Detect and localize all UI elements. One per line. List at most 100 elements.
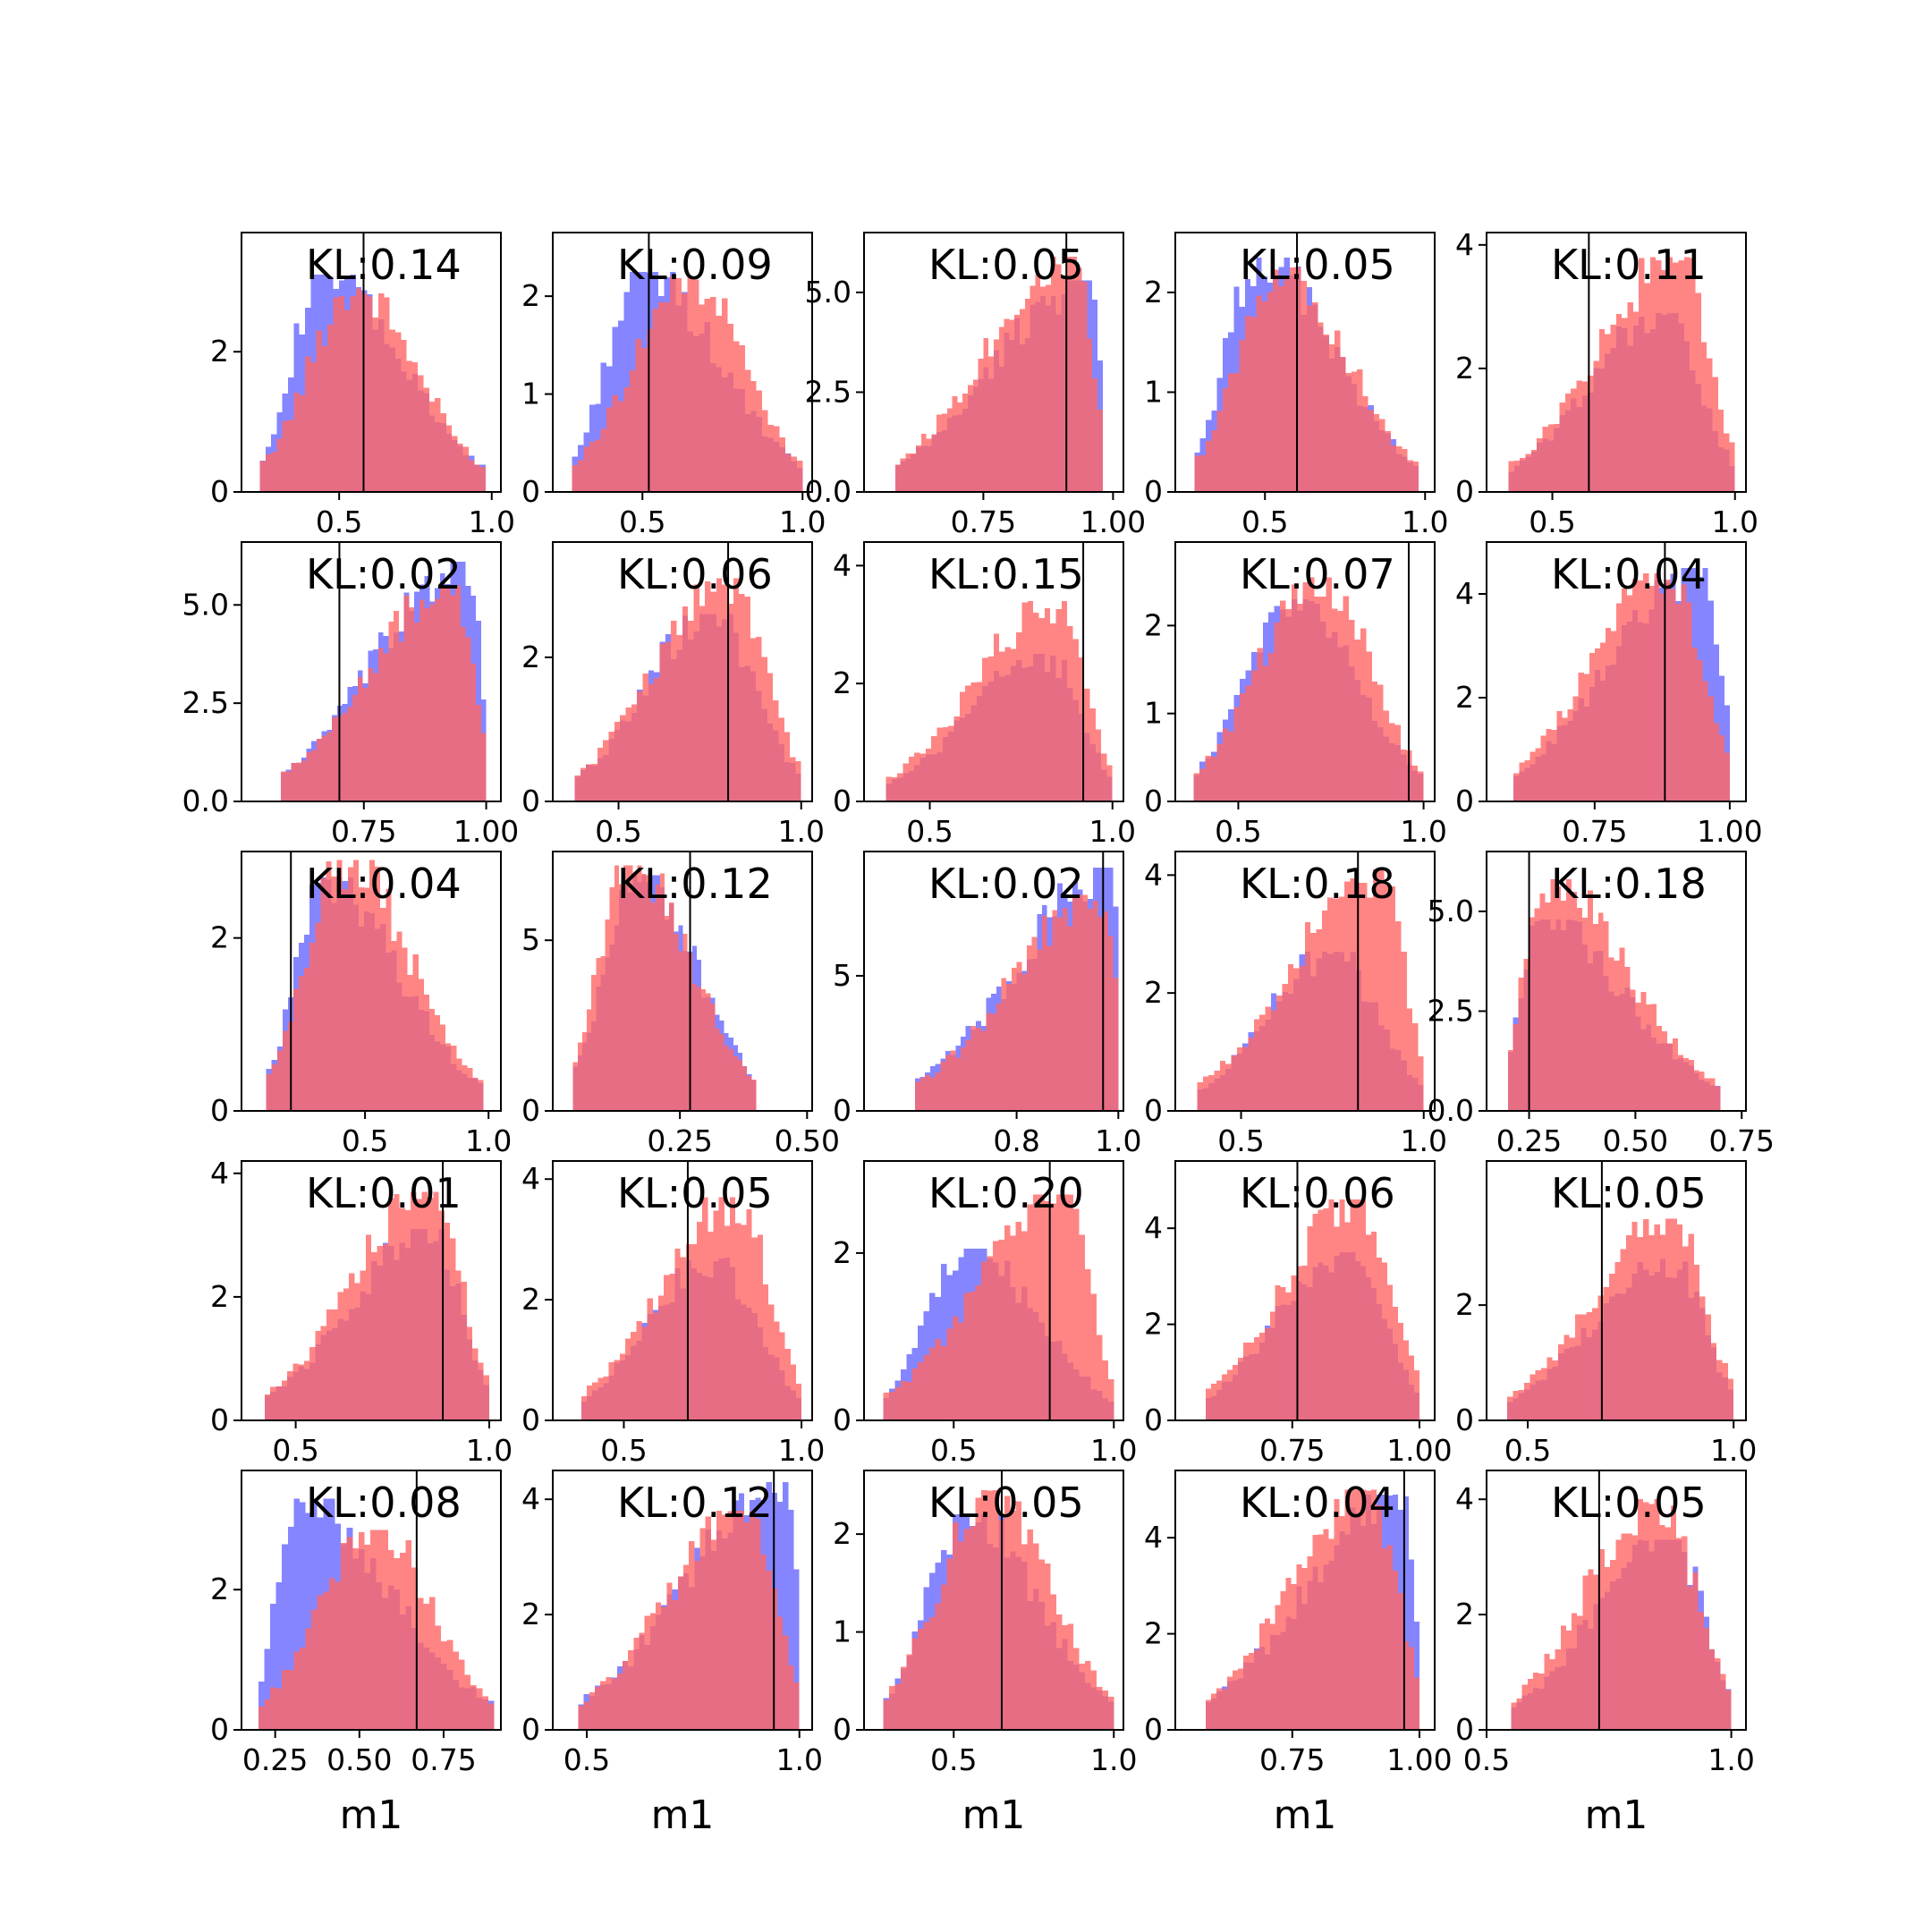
histogram-bar-red — [315, 922, 321, 1111]
histogram-bar-red — [796, 461, 803, 492]
y-tick-label: 0 — [210, 1402, 229, 1437]
histogram-bar-red — [888, 1392, 895, 1420]
histogram-bar-red — [743, 1521, 750, 1730]
histogram-bar-red — [1665, 580, 1671, 801]
histogram-bar-red — [1355, 1489, 1361, 1730]
histogram-bar-red — [1520, 458, 1526, 492]
histogram-bar-red — [287, 1669, 294, 1730]
histogram-bar-red — [450, 1238, 456, 1420]
histogram-panel: 0 2 4 0.5 1.0 KL:0.05 — [521, 1160, 825, 1468]
histogram-bar-red — [1291, 1275, 1297, 1420]
histogram-bar-red — [1293, 968, 1300, 1111]
histogram-bar-red — [310, 361, 317, 492]
histogram-bar-red — [1227, 1676, 1233, 1730]
histogram-bar-red — [925, 748, 932, 801]
histogram-bar-red — [401, 339, 407, 492]
histogram-bar-red — [1287, 964, 1294, 1111]
histogram-bar-red — [1518, 1389, 1525, 1420]
histogram-bar-red — [883, 1699, 889, 1730]
histogram-bar-red — [1202, 1076, 1209, 1111]
histogram-bars — [259, 275, 486, 492]
histogram-bar-red — [1587, 890, 1593, 1111]
histogram-bar-red — [311, 1609, 318, 1730]
histogram-bar-red — [1067, 626, 1073, 801]
histogram-bar-red — [1572, 891, 1578, 1111]
histogram-bar-red — [1709, 1078, 1716, 1111]
kl-annotation: KL:0.15 — [928, 550, 1084, 598]
histogram-bar-red — [1580, 1314, 1587, 1420]
x-tick-label: 1.00 — [1386, 1742, 1452, 1777]
histogram-bar-red — [1253, 1337, 1259, 1420]
histogram-bar-red — [665, 641, 672, 801]
histogram-bar-red — [1540, 735, 1546, 801]
histogram-bar-red — [1211, 1693, 1217, 1730]
histogram-bar-red — [1344, 881, 1351, 1111]
axes-frame — [863, 1470, 1124, 1731]
histogram-bar-red — [911, 453, 916, 492]
histogram-bar-red — [945, 1055, 951, 1111]
histogram-bar-red — [275, 1688, 283, 1730]
histogram-bar-red — [1016, 962, 1022, 1111]
histogram-bar-red — [790, 757, 796, 801]
histogram-bar-red — [1278, 286, 1284, 492]
histogram-bar-red — [466, 1326, 473, 1420]
histogram-bar-red — [1354, 639, 1360, 801]
histogram-bar-red — [970, 1291, 976, 1420]
y-tick-label: 4 — [521, 1481, 540, 1516]
histogram-bar-red — [929, 1077, 936, 1111]
histogram-bar-red — [1250, 317, 1257, 492]
kl-annotation: KL:0.02 — [928, 860, 1084, 908]
histogram-bar-red — [608, 731, 614, 801]
histogram-bar-red — [1206, 1699, 1212, 1730]
histogram-bar-red — [1561, 901, 1567, 1111]
y-tick-label: 2 — [833, 665, 852, 700]
histogram-bar-red — [1101, 753, 1107, 801]
histogram-bar-red — [676, 634, 682, 801]
y-tick-label: 4 — [210, 1156, 229, 1191]
histogram-bar-red — [1621, 1533, 1627, 1730]
histogram-bar-red — [657, 1295, 665, 1420]
histogram-bar-red — [406, 360, 412, 492]
y-tick-label: 4 — [1455, 1481, 1474, 1516]
histogram-bar-red — [1691, 647, 1698, 801]
histogram-bar-red — [1061, 275, 1067, 492]
kl-annotation: KL:0.09 — [617, 241, 773, 289]
histogram-bar-red — [625, 1338, 631, 1420]
histogram-bar-red — [1700, 342, 1707, 492]
histogram-bars — [894, 256, 1103, 492]
histogram-bar-red — [589, 441, 596, 492]
histogram-bar-red — [1302, 582, 1309, 801]
histogram-bar-red — [677, 1576, 683, 1730]
histogram-bar-red — [1614, 961, 1620, 1111]
histogram-bar-red — [320, 877, 326, 1111]
histogram-bar-red — [337, 1292, 343, 1420]
histogram-bar-red — [774, 426, 780, 492]
y-tick-label: 5.0 — [805, 275, 852, 309]
histogram-bar-red — [664, 1275, 670, 1420]
histogram-bar-red — [946, 1558, 953, 1730]
histogram-bar-red — [699, 1528, 706, 1730]
histogram-bar-red — [1577, 908, 1582, 1111]
histogram-bar-red — [1627, 595, 1633, 801]
histogram-bar-red — [1033, 1543, 1039, 1730]
histogram-bar-red — [1318, 322, 1324, 492]
histogram-bar-red — [762, 410, 768, 492]
histogram-bar-red — [572, 1062, 578, 1111]
histogram-bar-red — [908, 756, 915, 801]
histogram-bar-red — [1035, 274, 1041, 492]
histogram-panel: 0 2 4 0.5 1.0 KL:0.12 m1 — [521, 1470, 823, 1838]
histogram-bar-red — [1687, 1586, 1693, 1730]
histogram-bar-red — [681, 293, 688, 492]
histogram-bar-red — [1603, 1287, 1609, 1420]
histogram-bar-red — [445, 585, 451, 801]
histogram-bar-red — [364, 1545, 371, 1730]
histogram-bar-red — [952, 1316, 959, 1420]
histogram-bar-red — [1525, 453, 1531, 492]
histogram-bars — [914, 868, 1119, 1111]
histogram-bar-red — [704, 298, 711, 492]
histogram-bar-red — [1551, 730, 1557, 801]
y-tick-label: 0 — [210, 474, 229, 509]
histogram-bar-red — [1334, 1498, 1340, 1730]
histogram-bar-red — [1021, 973, 1027, 1111]
histogram-bar-red — [1703, 1628, 1709, 1730]
